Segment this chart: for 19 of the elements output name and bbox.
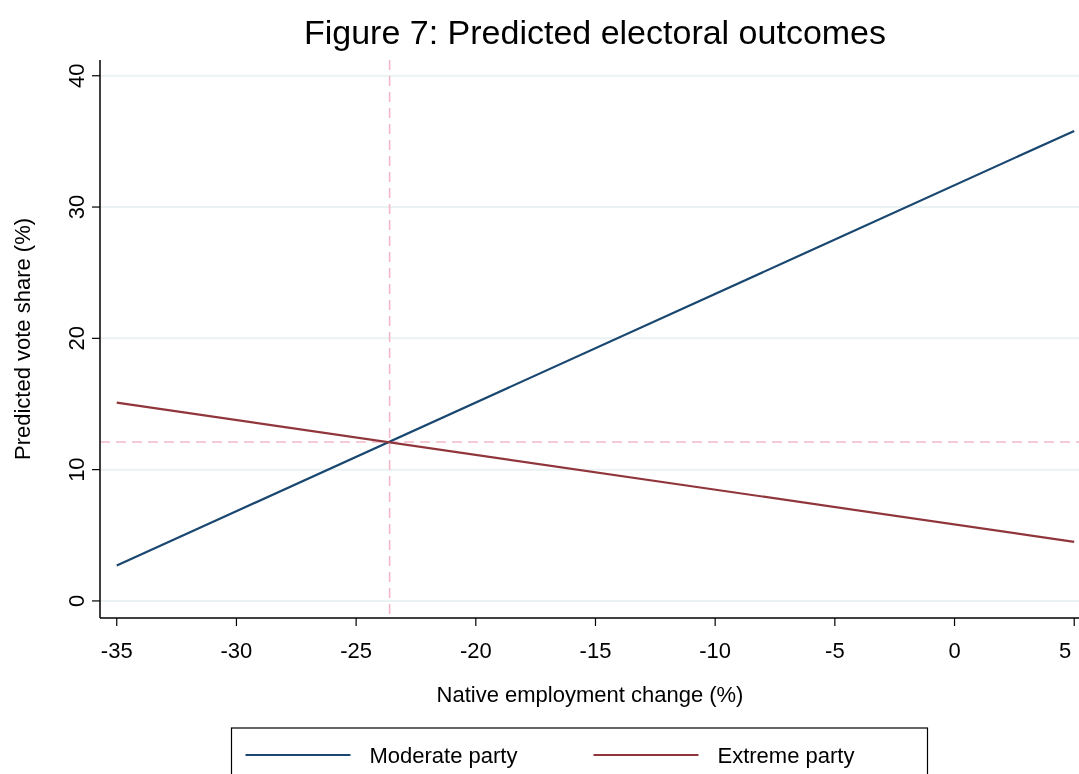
x-tick-label: -35 — [100, 638, 133, 663]
x-tick-label: -15 — [579, 638, 612, 663]
x-tick-label: -5 — [825, 638, 845, 663]
legend-label: Moderate party — [369, 743, 518, 768]
y-tick-label: 10 — [64, 457, 89, 482]
y-tick-label: 20 — [64, 326, 89, 351]
chart-title: Figure 7: Predicted electoral outcomes — [303, 13, 887, 51]
x-tick-label: 5 — [1058, 638, 1072, 663]
y-tick-label: 0 — [64, 594, 89, 608]
y-axis-title: Predicted vote share (%) — [10, 217, 35, 461]
y-tick-label: 40 — [64, 63, 89, 88]
legend-label: Extreme party — [717, 743, 855, 768]
y-tick-label: 30 — [64, 194, 89, 220]
x-tick-label: -20 — [459, 638, 492, 663]
x-tick-label: -30 — [220, 638, 253, 663]
x-tick-label: -25 — [340, 638, 373, 663]
x-tick-label: -10 — [699, 638, 732, 663]
x-tick-label: 0 — [948, 638, 961, 663]
x-axis-title: Native employment change (%) — [436, 682, 744, 707]
